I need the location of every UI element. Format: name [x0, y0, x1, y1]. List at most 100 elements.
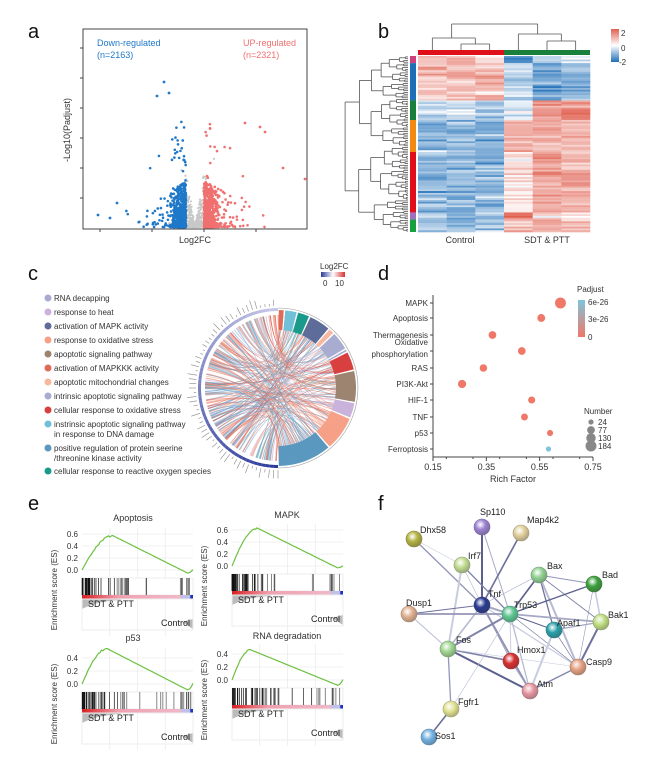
up-point — [222, 216, 226, 219]
node-dhx58-circle — [405, 530, 423, 548]
heatmap-cell — [475, 191, 505, 194]
size-legend-dot — [586, 433, 596, 443]
heatmap-cell — [418, 146, 447, 149]
ns-point — [212, 157, 216, 160]
gene-ring-segment — [208, 344, 214, 350]
gene-ring-segment — [273, 308, 278, 312]
up-point — [214, 199, 217, 203]
down-point — [183, 207, 187, 211]
heatmap-cell — [475, 219, 505, 222]
up-point — [210, 211, 214, 215]
gene-ring-segment — [204, 351, 210, 357]
heatmap-cell — [561, 98, 591, 101]
heatmap-cell — [532, 80, 562, 83]
down-point — [153, 220, 156, 224]
heatmap-cell — [561, 224, 591, 227]
heatmap-cell — [418, 191, 447, 194]
chord-link — [205, 372, 350, 401]
network-edge — [413, 538, 483, 606]
down-point — [148, 166, 152, 170]
heatmap-cell — [446, 224, 476, 227]
down-point — [171, 199, 174, 202]
up-point — [218, 213, 221, 217]
heatmap-cell — [418, 116, 447, 119]
term-arc — [316, 411, 350, 447]
gene-label-tick — [212, 329, 218, 334]
y-tick-label: 0.2 — [217, 663, 229, 672]
heatmap-cell — [475, 82, 505, 85]
heatmap-cell — [446, 153, 476, 156]
heatmap-cell — [446, 56, 476, 59]
ns-point — [184, 174, 187, 177]
heatmap-cell — [532, 226, 562, 229]
heatmap-cell — [475, 178, 505, 181]
heatmap-cell — [561, 84, 591, 87]
down-point — [166, 199, 170, 203]
up-point — [212, 201, 215, 204]
heatmap-cell — [561, 118, 591, 121]
heatmap-cell — [561, 200, 591, 203]
node-label: Bad — [602, 570, 618, 580]
heatmap-cell — [532, 169, 562, 172]
gene-ring-segment — [208, 426, 214, 432]
size-legend-label: 24 — [598, 418, 607, 427]
gene-label-tick — [251, 465, 253, 469]
down-point — [183, 202, 187, 205]
heatmap-cell — [532, 91, 562, 94]
down-point — [184, 199, 188, 202]
volcano-plot: Down-regulated (n=2163) UP-regulated (n=… — [62, 28, 308, 245]
heatmap-cell — [446, 128, 476, 131]
heatmap-cell — [532, 230, 562, 233]
ns-point — [200, 223, 203, 226]
gene-ring-segment — [230, 450, 237, 456]
ns-point — [188, 219, 192, 223]
down-point — [184, 179, 187, 182]
down-point — [170, 196, 173, 199]
gene-ring-segment — [227, 447, 233, 453]
heatmap-cell — [475, 198, 505, 201]
heatmap-cell — [504, 208, 533, 211]
heatmap-cell — [561, 72, 591, 75]
legend-label: positive regulation of protein seerine — [54, 444, 183, 453]
heatmap-cell — [561, 217, 591, 220]
heatmap-cell — [475, 109, 505, 112]
down-point — [178, 225, 181, 229]
heatmap-cell — [475, 160, 505, 163]
heatmap-cell — [504, 187, 533, 190]
y-tick-label: 0.6 — [67, 530, 79, 539]
heatmap-cell — [475, 86, 505, 89]
heatmap-cell — [504, 141, 533, 144]
heatmap-cell — [418, 153, 447, 156]
heatmap-cell — [418, 164, 447, 167]
heatmap-cell — [561, 191, 591, 194]
network-edge — [447, 564, 463, 650]
heatmap-cell — [475, 214, 505, 217]
node-label: Irf7 — [468, 551, 481, 561]
rank-metric-positive — [82, 713, 121, 723]
heatmap-cell — [446, 150, 476, 153]
heatmap-cell — [475, 162, 505, 165]
heatmap-cell — [561, 210, 591, 213]
up-point — [241, 224, 245, 228]
gene-ring-segment — [238, 316, 244, 322]
up-point — [211, 203, 214, 207]
down-point — [178, 205, 182, 209]
up-point — [204, 220, 208, 224]
down-point — [176, 215, 180, 219]
heatmap-cell — [446, 191, 476, 194]
heatmap-cell — [561, 166, 591, 169]
heatmap-cell — [561, 111, 591, 114]
heatmap-cell — [504, 162, 533, 165]
gene-ring-segment — [213, 433, 219, 439]
heatmap-cell — [561, 64, 591, 67]
heatmap-cell — [504, 152, 533, 155]
rank-metric-negative — [331, 729, 343, 739]
heatmap-cell — [532, 178, 562, 181]
heatmap-cell — [475, 217, 505, 220]
chord-link — [205, 379, 350, 406]
heatmap-cell — [446, 75, 476, 78]
network-node: Bak1 — [592, 610, 629, 631]
heatmap-cell — [446, 180, 476, 183]
bubble-point — [457, 379, 467, 389]
up-point — [222, 213, 226, 216]
